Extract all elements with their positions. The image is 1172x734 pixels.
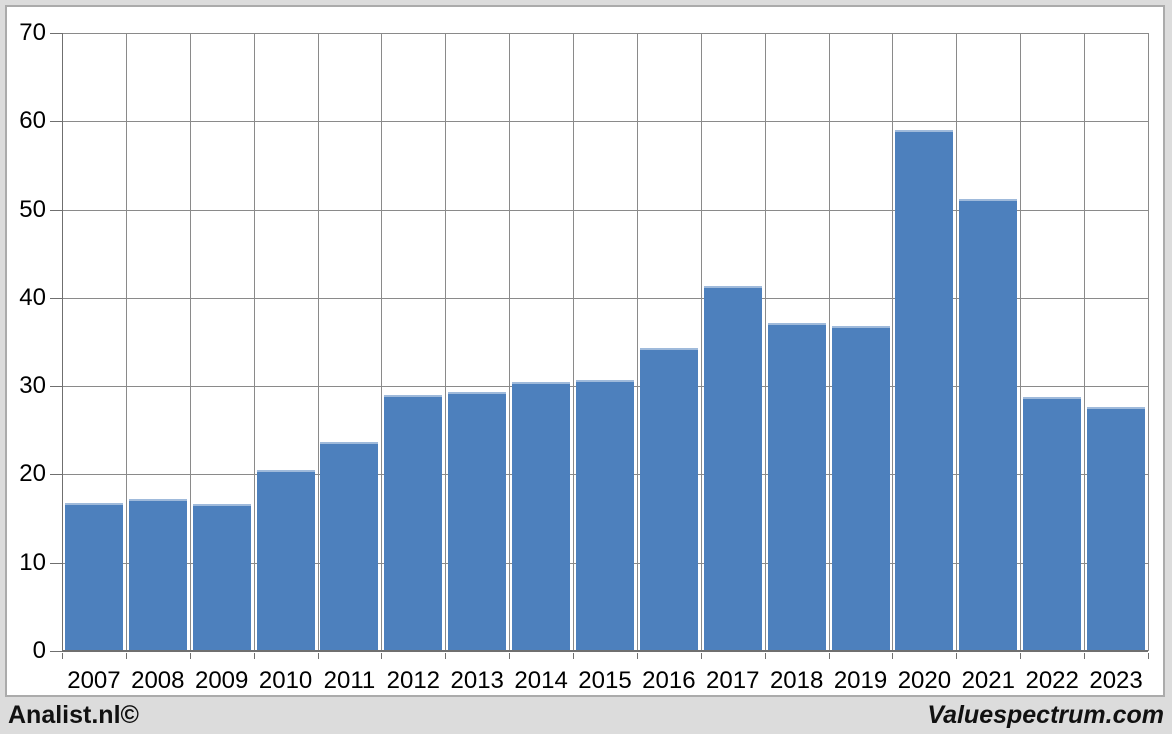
bar-2023 bbox=[1087, 407, 1145, 651]
x-tick-mark bbox=[318, 653, 319, 659]
x-axis-label: 2022 bbox=[1025, 667, 1079, 694]
x-gridline bbox=[190, 33, 191, 651]
x-tick-mark bbox=[829, 653, 830, 659]
y-gridline bbox=[62, 121, 1148, 123]
y-gridline bbox=[62, 209, 1148, 211]
x-gridline bbox=[381, 33, 382, 651]
footer-brand-valuespectrum: Valuespectrum.com bbox=[927, 701, 1164, 729]
x-gridline bbox=[62, 33, 63, 651]
bar-2022 bbox=[1023, 397, 1081, 651]
x-gridline bbox=[892, 33, 893, 651]
x-axis-line bbox=[62, 650, 1148, 652]
x-gridline bbox=[254, 33, 255, 651]
x-gridline bbox=[1020, 33, 1021, 651]
x-axis-label: 2023 bbox=[1089, 667, 1143, 694]
y-tick-mark bbox=[50, 297, 62, 299]
x-axis-label: 2017 bbox=[706, 667, 760, 694]
x-gridline bbox=[509, 33, 510, 651]
bar-2010 bbox=[257, 470, 315, 651]
x-gridline bbox=[318, 33, 319, 651]
x-axis-label: 2019 bbox=[833, 667, 888, 694]
x-axis-label: 2021 bbox=[961, 667, 1015, 694]
x-tick-mark bbox=[509, 653, 510, 659]
bar-2020 bbox=[895, 130, 953, 651]
bar-2021 bbox=[959, 199, 1017, 651]
plot-area bbox=[50, 33, 1149, 659]
bar-2007 bbox=[65, 503, 123, 651]
y-tick-mark bbox=[50, 474, 62, 476]
x-tick-mark bbox=[445, 653, 446, 659]
x-tick-mark bbox=[190, 653, 191, 659]
y-tick-mark bbox=[50, 121, 62, 123]
bar-2011 bbox=[320, 442, 378, 651]
x-gridline bbox=[126, 33, 127, 651]
x-tick-mark bbox=[765, 653, 766, 659]
x-tick-mark bbox=[1084, 653, 1085, 659]
x-axis-label: 2008 bbox=[131, 667, 185, 694]
x-gridline bbox=[445, 33, 446, 651]
x-axis-label: 2020 bbox=[897, 667, 952, 694]
bar-2017 bbox=[704, 286, 762, 651]
y-axis-label: 0 bbox=[32, 637, 46, 664]
footer-brand-analist: Analist.nl© bbox=[8, 701, 139, 729]
x-gridline bbox=[573, 33, 574, 651]
bar-2008 bbox=[129, 499, 187, 651]
x-tick-mark bbox=[956, 653, 957, 659]
y-tick-mark bbox=[50, 651, 62, 652]
y-axis-label: 70 bbox=[19, 19, 46, 46]
bar-2018 bbox=[768, 323, 826, 651]
x-gridline bbox=[1084, 33, 1085, 651]
y-tick-mark bbox=[50, 562, 62, 564]
bar-2012 bbox=[384, 395, 442, 651]
x-axis-label: 2011 bbox=[323, 667, 376, 694]
bar-2009 bbox=[193, 504, 251, 651]
x-gridline bbox=[829, 33, 830, 651]
y-gridline bbox=[62, 297, 1148, 299]
x-gridline bbox=[701, 33, 702, 651]
y-axis-label: 60 bbox=[19, 107, 46, 135]
y-gridline bbox=[62, 33, 1148, 34]
x-tick-mark bbox=[573, 653, 574, 659]
bar-2019 bbox=[832, 326, 890, 651]
x-tick-mark bbox=[62, 653, 63, 659]
y-axis-label: 30 bbox=[19, 372, 46, 400]
x-tick-mark bbox=[1020, 653, 1021, 659]
x-axis-label: 2014 bbox=[514, 667, 568, 694]
x-axis-label: 2016 bbox=[642, 667, 696, 694]
x-tick-mark bbox=[254, 653, 255, 659]
x-tick-mark bbox=[701, 653, 702, 659]
y-axis-label: 40 bbox=[19, 283, 46, 311]
y-axis-label: 10 bbox=[19, 548, 46, 576]
x-tick-mark bbox=[381, 653, 382, 659]
x-axis-label: 2015 bbox=[578, 667, 632, 694]
x-gridline bbox=[765, 33, 766, 651]
y-axis-label: 20 bbox=[19, 460, 46, 488]
x-axis-label: 2009 bbox=[194, 667, 249, 694]
x-axis-label: 2018 bbox=[769, 667, 824, 694]
x-axis-label: 2010 bbox=[258, 667, 313, 694]
x-axis-label: 2007 bbox=[67, 667, 121, 694]
x-tick-mark bbox=[637, 653, 638, 659]
x-axis-label: 2012 bbox=[386, 667, 441, 694]
x-gridline bbox=[1148, 33, 1149, 651]
x-tick-mark bbox=[126, 653, 127, 659]
x-axis-label: 2013 bbox=[450, 667, 504, 694]
bar-2016 bbox=[640, 348, 698, 651]
bar-2013 bbox=[448, 392, 506, 651]
x-tick-mark bbox=[892, 653, 893, 659]
y-tick-mark bbox=[50, 386, 62, 388]
y-axis-label: 50 bbox=[19, 195, 46, 223]
bar-2014 bbox=[512, 382, 570, 651]
x-gridline bbox=[637, 33, 638, 651]
y-tick-mark bbox=[50, 33, 62, 34]
x-gridline bbox=[956, 33, 957, 651]
x-tick-mark bbox=[1148, 653, 1149, 659]
bar-2015 bbox=[576, 380, 634, 651]
y-tick-mark bbox=[50, 209, 62, 211]
